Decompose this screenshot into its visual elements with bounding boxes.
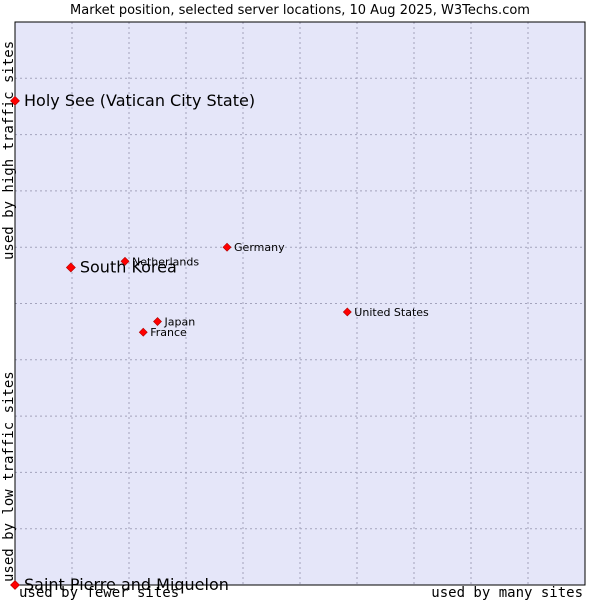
point-marker — [342, 307, 352, 317]
data-point: France — [138, 326, 187, 339]
point-label: Netherlands — [132, 255, 199, 268]
point-marker — [153, 317, 162, 326]
point-label: Saint Pierre and Miquelon — [24, 575, 229, 594]
y-axis-label-high: used by high traffic sites — [1, 41, 17, 260]
plot-border — [14, 21, 586, 586]
point-marker — [65, 262, 76, 273]
data-point: Holy See (Vatican City State) — [10, 91, 255, 110]
data-points: Holy See (Vatican City State) South Korea… — [10, 91, 429, 594]
chart-title: Market position, selected server locatio… — [70, 3, 530, 18]
point-marker — [10, 580, 20, 590]
x-axis-label-low: used by fewer sites — [19, 585, 179, 600]
point-label: France — [150, 326, 187, 339]
point-marker — [10, 95, 20, 106]
data-point: Germany — [222, 241, 285, 254]
point-marker — [120, 256, 130, 266]
point-label: South Korea — [80, 257, 177, 276]
point-label: Holy See (Vatican City State) — [24, 91, 255, 110]
point-label: Japan — [164, 316, 196, 329]
grid-lines — [15, 22, 585, 585]
data-point: Netherlands — [120, 255, 199, 268]
y-axis-label-low: used by low traffic sites — [1, 371, 17, 582]
point-marker — [138, 327, 148, 337]
x-axis-label-high: used by many sites — [431, 585, 583, 600]
point-marker — [222, 242, 232, 252]
data-point: Japan — [153, 316, 196, 329]
point-label: United States — [354, 306, 429, 319]
data-point: Saint Pierre and Miquelon — [10, 575, 229, 594]
data-point: South Korea — [65, 257, 177, 276]
point-label: Germany — [234, 241, 285, 254]
data-point: United States — [342, 306, 429, 319]
